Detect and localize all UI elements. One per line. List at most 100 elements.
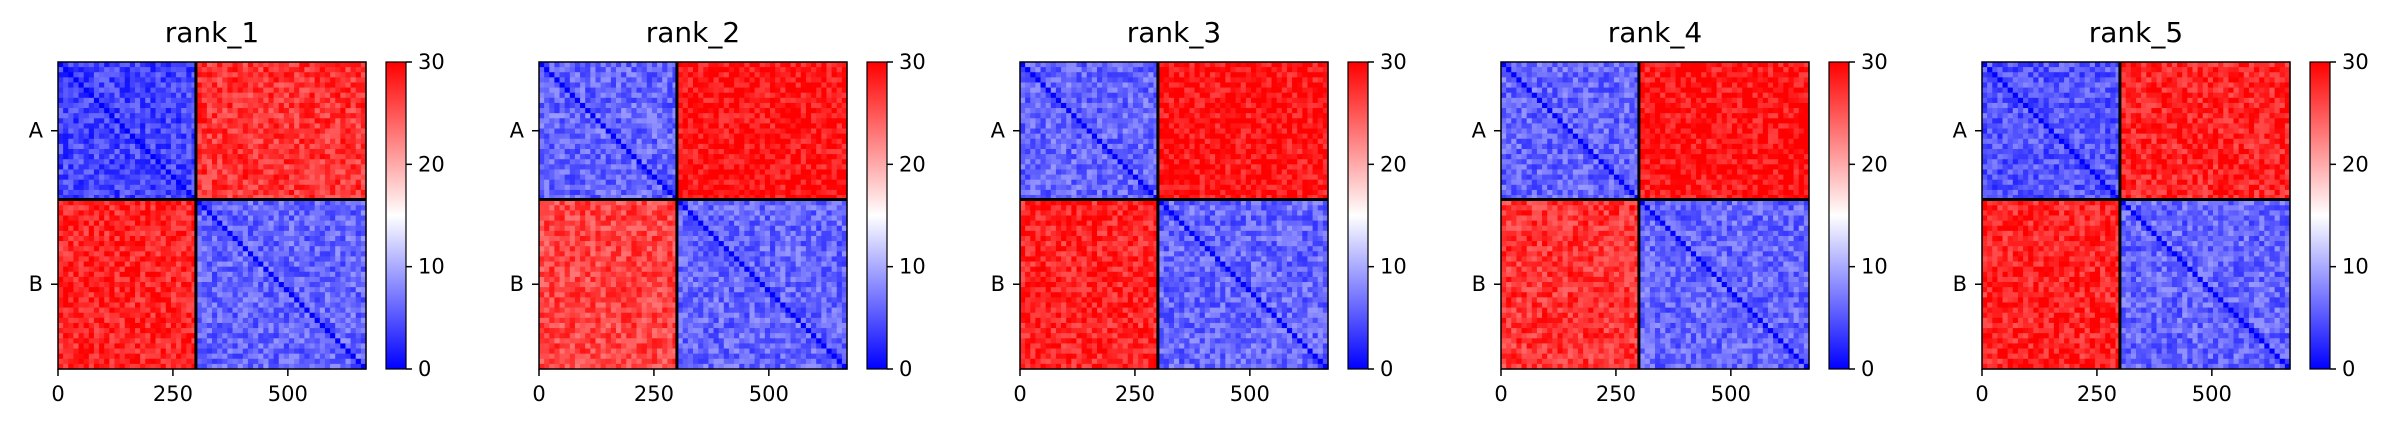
heatmap-cell bbox=[104, 72, 110, 78]
heatmap-cell bbox=[58, 185, 64, 191]
heatmap-cell bbox=[258, 308, 264, 314]
heatmap-cell bbox=[227, 323, 233, 329]
heatmap-cell bbox=[197, 103, 203, 109]
heatmap-cell bbox=[84, 221, 90, 227]
heatmap-cell bbox=[315, 175, 321, 181]
heatmap-cell bbox=[176, 129, 182, 135]
heatmap-cell bbox=[233, 333, 239, 339]
heatmap-cell bbox=[351, 180, 357, 186]
heatmap-cell bbox=[166, 226, 172, 232]
heatmap-cell bbox=[703, 88, 709, 94]
heatmap-cell bbox=[299, 185, 305, 191]
heatmap-cell bbox=[212, 108, 218, 114]
heatmap-cell bbox=[570, 98, 576, 104]
heatmap-cell bbox=[335, 134, 341, 140]
heatmap-cell bbox=[161, 123, 167, 129]
heatmap-cell bbox=[289, 123, 295, 129]
heatmap-cell bbox=[575, 134, 581, 140]
heatmap-cell bbox=[279, 144, 285, 150]
heatmap-cell bbox=[263, 287, 269, 293]
heatmap-cell bbox=[570, 118, 576, 124]
heatmap-cell bbox=[217, 82, 223, 88]
heatmap-cell bbox=[621, 72, 627, 78]
heatmap-cell bbox=[197, 302, 203, 308]
heatmap-cell bbox=[202, 118, 208, 124]
heatmap-cell bbox=[238, 318, 244, 324]
heatmap-cell bbox=[816, 164, 822, 170]
heatmap-cell bbox=[832, 139, 838, 145]
heatmap-cell bbox=[729, 67, 735, 73]
heatmap-cell bbox=[708, 154, 714, 160]
heatmap-cell bbox=[145, 190, 151, 196]
heatmap-cell bbox=[58, 333, 64, 339]
heatmap-cell bbox=[765, 129, 771, 135]
x-tick-label: 500 bbox=[268, 382, 308, 406]
heatmap-cell bbox=[714, 67, 720, 73]
heatmap-cell bbox=[176, 318, 182, 324]
heatmap-cell bbox=[68, 205, 74, 211]
heatmap-cell bbox=[688, 139, 694, 145]
heatmap-cell bbox=[207, 103, 213, 109]
heatmap-cell bbox=[84, 292, 90, 298]
heatmap-cell bbox=[549, 72, 555, 78]
heatmap-cell bbox=[258, 185, 264, 191]
heatmap-cell bbox=[63, 129, 69, 135]
heatmap-cell bbox=[263, 169, 269, 175]
heatmap-cell bbox=[212, 82, 218, 88]
heatmap-cell bbox=[140, 98, 146, 104]
heatmap-cell bbox=[780, 129, 786, 135]
heatmap-cell bbox=[176, 62, 182, 68]
heatmap-cell bbox=[330, 338, 336, 344]
heatmap-cell bbox=[258, 62, 264, 68]
heatmap-cell bbox=[801, 169, 807, 175]
heatmap-cell bbox=[227, 297, 233, 303]
heatmap-cell bbox=[238, 328, 244, 334]
heatmap-cell bbox=[99, 262, 105, 268]
heatmap-cell bbox=[202, 221, 208, 227]
heatmap-cell bbox=[585, 93, 591, 99]
heatmap-cell bbox=[714, 113, 720, 119]
heatmap-cell bbox=[320, 180, 326, 186]
heatmap-cell bbox=[73, 180, 79, 186]
heatmap-cell bbox=[79, 93, 85, 99]
heatmap-cell bbox=[268, 231, 274, 237]
heatmap-cell bbox=[575, 175, 581, 181]
heatmap-cell bbox=[73, 231, 79, 237]
heatmap-cell bbox=[94, 256, 100, 262]
heatmap-cell bbox=[73, 154, 79, 160]
heatmap-cell bbox=[284, 302, 290, 308]
heatmap-cell bbox=[320, 159, 326, 165]
heatmap-cell bbox=[821, 169, 827, 175]
heatmap-cell bbox=[837, 134, 843, 140]
heatmap-cell bbox=[299, 246, 305, 252]
heatmap-cell bbox=[140, 231, 146, 237]
heatmap-cell bbox=[176, 338, 182, 344]
heatmap-cell bbox=[197, 93, 203, 99]
heatmap-cell bbox=[585, 62, 591, 68]
heatmap-cell bbox=[595, 113, 601, 119]
heatmap-cell bbox=[345, 88, 351, 94]
heatmap-cell bbox=[263, 323, 269, 329]
heatmap-cell bbox=[89, 343, 95, 349]
heatmap-cell bbox=[626, 159, 632, 165]
heatmap-cell bbox=[320, 216, 326, 222]
heatmap-cell bbox=[166, 216, 172, 222]
heatmap-cell bbox=[279, 272, 285, 278]
heatmap-cell bbox=[832, 129, 838, 135]
heatmap-cell bbox=[811, 149, 817, 155]
heatmap-cell bbox=[73, 144, 79, 150]
heatmap-cell bbox=[161, 164, 167, 170]
heatmap-cell bbox=[647, 118, 653, 124]
heatmap-cell bbox=[356, 267, 362, 273]
heatmap-cell bbox=[248, 200, 254, 206]
heatmap-cell bbox=[145, 359, 151, 365]
heatmap-cell bbox=[274, 359, 280, 365]
heatmap-cell bbox=[585, 108, 591, 114]
heatmap-cell bbox=[125, 231, 131, 237]
heatmap-cell bbox=[263, 88, 269, 94]
heatmap-cell bbox=[791, 144, 797, 150]
heatmap-cell bbox=[760, 123, 766, 129]
heatmap-cell bbox=[274, 267, 280, 273]
heatmap-cell bbox=[299, 62, 305, 68]
heatmap-cell bbox=[719, 154, 725, 160]
